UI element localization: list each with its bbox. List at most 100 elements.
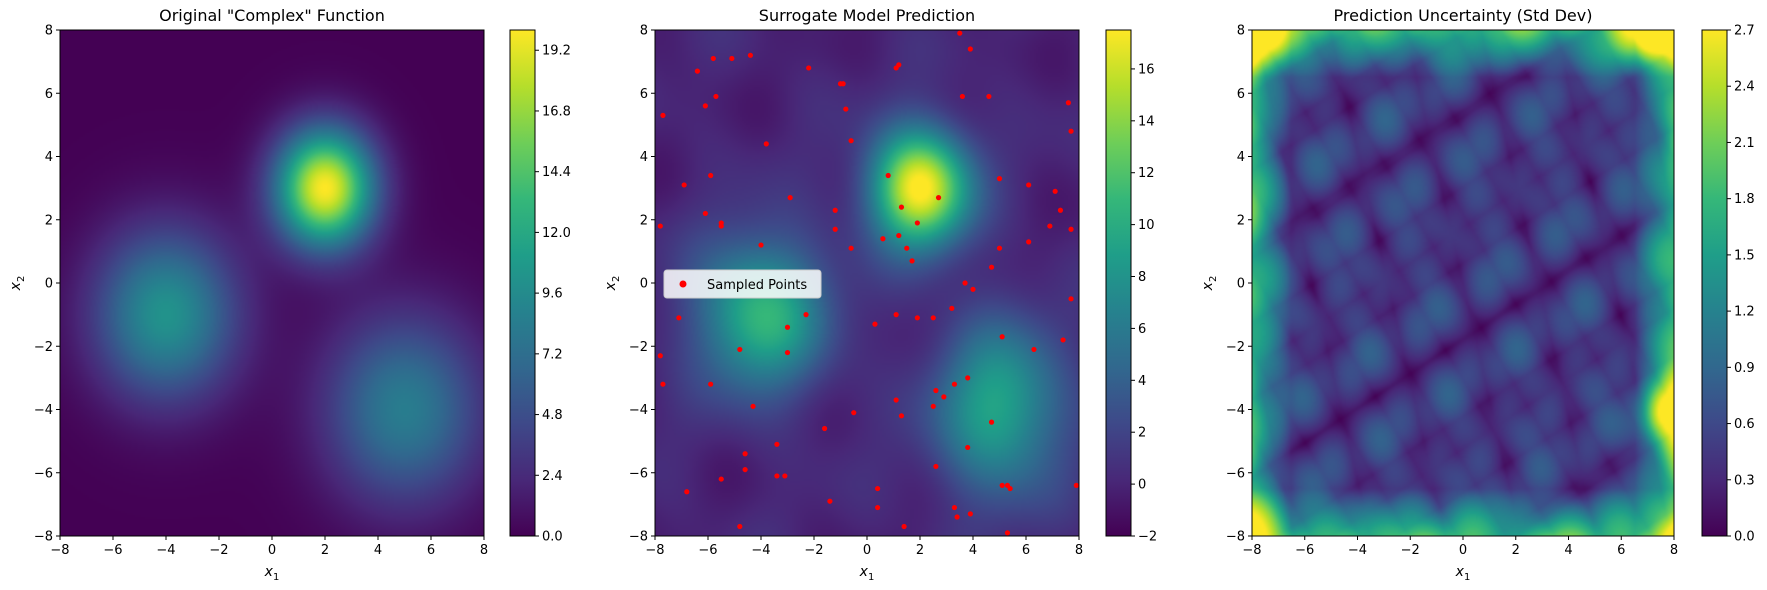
panel-1-title: Original "Complex" Function <box>159 6 385 25</box>
x-tick-label: 4 <box>969 543 977 558</box>
sampled-point <box>710 55 716 62</box>
panel-2-ylabel: x2 <box>603 276 622 292</box>
sampled-point <box>660 381 666 387</box>
sampled-point <box>718 476 724 482</box>
x-tick-label: −4 <box>1348 543 1367 558</box>
sampled-point <box>1026 182 1032 188</box>
sampled-point <box>901 523 907 530</box>
x-tick-label: −8 <box>1242 543 1261 558</box>
panel-3-xlabel: x1 <box>1455 564 1471 583</box>
panel-3-axes: −8 −6 −4 −2 0 2 4 6 8 −8 −6 −4 −2 0 2 4 6 8 <box>1226 24 1678 559</box>
sampled-point <box>1047 223 1053 229</box>
sampled-point <box>718 220 724 226</box>
sampled-point <box>742 466 748 473</box>
panel-1-xlabel: x1 <box>264 564 280 583</box>
sampled-point <box>1068 128 1074 134</box>
sampled-point <box>996 176 1003 182</box>
sampled-point <box>702 103 708 109</box>
x-tick-label: −2 <box>804 543 823 558</box>
sampled-point <box>832 207 838 213</box>
panel-1-colorbar-ticks: 0.0 2.4 4.8 7.2 9.6 12.0 14.4 16.8 19.2 <box>535 44 571 545</box>
y-tick-label: −6 <box>1226 466 1245 481</box>
legend-label: Sampled Points <box>707 278 807 293</box>
sampled-point <box>742 451 748 457</box>
x-tick-label: 4 <box>1564 543 1572 558</box>
colorbar-tick-label: 16 <box>1138 62 1155 77</box>
x-tick-label: −6 <box>698 543 717 558</box>
y-tick-label: −4 <box>1226 403 1245 418</box>
colorbar-tick-label: 1.2 <box>1734 305 1755 320</box>
panel-3-heatmap <box>1252 30 1674 536</box>
sampled-point <box>933 387 939 394</box>
colorbar-tick-label: 4 <box>1138 374 1146 389</box>
colorbar-tick-label: 12 <box>1138 166 1155 181</box>
y-tick-label: 2 <box>1237 213 1245 228</box>
panel-1-heatmap <box>60 30 484 536</box>
colorbar-tick-label: 2.7 <box>1734 24 1755 39</box>
sampled-point <box>965 375 971 381</box>
y-tick-label: 6 <box>640 87 648 102</box>
sampled-point <box>1060 337 1066 343</box>
colorbar-tick-label: 1.5 <box>1734 248 1755 263</box>
sampled-point <box>750 403 756 409</box>
x-tick-label: 2 <box>1512 543 1520 558</box>
x-tick-label: 0 <box>863 543 871 558</box>
sampled-point <box>684 489 690 495</box>
colorbar-tick-label: 0.0 <box>1734 530 1755 545</box>
colorbar-tick-label: 2.4 <box>1734 80 1755 95</box>
sampled-point <box>694 68 701 74</box>
sampled-point <box>914 220 920 226</box>
sampled-point <box>999 334 1005 340</box>
sampled-point <box>872 321 878 327</box>
sampled-point <box>708 381 714 387</box>
colorbar-tick-label: 8 <box>1138 270 1146 285</box>
x-tick-label: −2 <box>1401 543 1420 558</box>
sampled-point <box>1068 226 1074 232</box>
sampled-point <box>827 498 833 504</box>
x-tick-label: 6 <box>427 543 435 558</box>
x-tick-label: 4 <box>374 543 382 558</box>
y-tick-label: −2 <box>1226 340 1245 355</box>
sampled-point <box>763 141 769 147</box>
x-tick-label: −2 <box>209 543 228 558</box>
colorbar-tick-label: 1.8 <box>1734 192 1755 207</box>
x-tick-label: 8 <box>480 543 488 558</box>
sampled-point <box>1068 296 1074 302</box>
x-tick-label: −8 <box>645 543 664 558</box>
sampled-point <box>885 172 891 179</box>
sampled-point <box>898 204 905 210</box>
sampled-point <box>676 315 682 321</box>
y-tick-label: 6 <box>1237 87 1245 102</box>
sampled-point <box>713 93 719 100</box>
colorbar-tick-label: 0.6 <box>1734 417 1755 432</box>
sampled-point <box>904 245 910 251</box>
colorbar-tick-label: 4.8 <box>542 408 563 423</box>
sampled-point <box>822 425 828 432</box>
sampled-point <box>657 353 663 359</box>
sampled-point <box>986 93 992 100</box>
panel-3-title: Prediction Uncertainty (Std Dev) <box>1334 6 1593 25</box>
sampled-point <box>914 315 920 321</box>
y-tick-label: 2 <box>45 213 53 228</box>
sampled-point <box>935 195 942 201</box>
y-tick-label: 6 <box>45 87 53 102</box>
sampled-point <box>896 232 902 239</box>
x-tick-label: 0 <box>1459 543 1467 558</box>
sampled-point <box>782 473 788 479</box>
y-tick-label: 8 <box>1237 24 1245 39</box>
y-tick-label: 4 <box>640 150 648 165</box>
colorbar-tick-label: 10 <box>1138 218 1155 233</box>
sampled-point <box>962 280 968 286</box>
panel-3-colorbar-ticks: 0.0 0.3 0.6 0.9 1.2 1.5 1.8 2.1 2.4 2.7 <box>1727 24 1755 545</box>
sampled-point <box>1065 100 1071 106</box>
sampled-point <box>896 62 902 68</box>
panel-2-title: Surrogate Model Prediction <box>759 6 975 25</box>
sampled-point <box>909 258 915 264</box>
colorbar-tick-label: 2 <box>1138 426 1146 441</box>
colorbar-tick-label: 0.3 <box>1734 473 1755 488</box>
sampled-point <box>681 182 687 188</box>
sampled-point <box>784 324 791 330</box>
sampled-point <box>747 52 754 58</box>
sampled-point <box>1057 207 1064 213</box>
